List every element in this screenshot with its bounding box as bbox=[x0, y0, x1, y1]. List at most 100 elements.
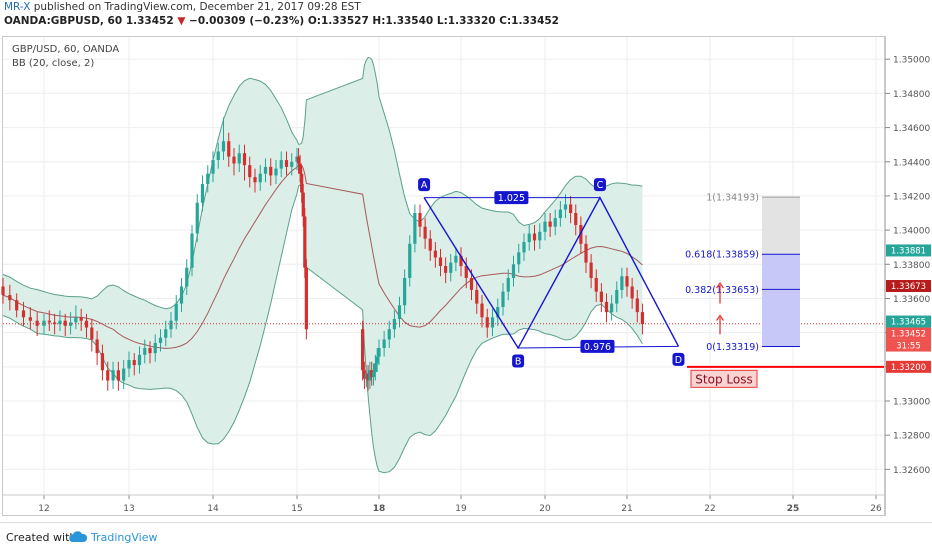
x-tick-label: 21 bbox=[621, 504, 632, 514]
candle-body bbox=[300, 173, 304, 193]
last-price: 1.33452 bbox=[125, 15, 174, 27]
ohlc-values: O:1.33527 H:1.33540 L:1.33320 C:1.33452 bbox=[307, 15, 559, 27]
candle-body bbox=[269, 166, 273, 176]
candle-body bbox=[469, 277, 474, 290]
candle-body bbox=[106, 370, 110, 381]
candle-body bbox=[195, 202, 199, 234]
candle-body bbox=[589, 262, 593, 278]
pattern-point-badge bbox=[512, 354, 525, 368]
candle-body bbox=[227, 141, 231, 157]
candle-body bbox=[304, 267, 308, 330]
bollinger-band-fill bbox=[3, 57, 643, 473]
tradingview-cloud-icon bbox=[69, 531, 88, 542]
candle-body bbox=[221, 141, 226, 152]
x-tick-label: 14 bbox=[207, 504, 219, 514]
x-tick-label: 13 bbox=[123, 504, 134, 514]
pattern-point-label: C bbox=[597, 180, 604, 191]
chart-frame bbox=[2, 36, 885, 516]
candle-body bbox=[475, 289, 479, 304]
stop-loss-label: Stop Loss bbox=[695, 372, 752, 386]
candle-body bbox=[279, 160, 283, 169]
y-tick-label: 1.33800 bbox=[893, 261, 930, 271]
candle-body bbox=[511, 264, 516, 278]
x-tick-label: 19 bbox=[455, 504, 467, 514]
published-line: MR-X published on TradingView.com, Decem… bbox=[4, 1, 361, 13]
candle-body bbox=[382, 339, 386, 349]
candle-body bbox=[148, 348, 152, 354]
candle-body bbox=[248, 165, 252, 178]
bollinger-upper-band bbox=[2, 56, 643, 310]
candle-body bbox=[584, 243, 588, 263]
abcd-pattern-path bbox=[423, 196, 680, 350]
symbol-quote-line: OANDA:GBPUSD, 60 1.33452 ▼ −0.00309 (−0.… bbox=[4, 15, 559, 27]
candle-body bbox=[480, 303, 484, 318]
price-axis-badge bbox=[886, 339, 931, 352]
pane-title: GBP/USD, 60, OANDA bbox=[12, 44, 120, 55]
candle-body bbox=[428, 238, 432, 251]
indicator-legend[interactable]: BB (20, close, 2) bbox=[12, 58, 95, 69]
price-axis-badge bbox=[886, 360, 931, 373]
candle-body bbox=[522, 242, 526, 253]
candle-body bbox=[373, 363, 377, 372]
candle-body bbox=[179, 286, 184, 304]
ratio-label: 1.025 bbox=[498, 193, 525, 204]
fib-level-label: 1(1.34193) bbox=[706, 193, 759, 204]
candle-body bbox=[8, 295, 12, 301]
candle-body bbox=[158, 337, 163, 343]
arrow-head-icon bbox=[715, 281, 725, 289]
y-tick-label: 1.33600 bbox=[893, 295, 930, 305]
price-axis-badge-text: 1.33200 bbox=[891, 363, 926, 373]
candle-body bbox=[53, 322, 57, 325]
candle-body bbox=[527, 233, 531, 243]
candle-body bbox=[169, 320, 173, 330]
candle-body bbox=[153, 342, 157, 354]
candle-body bbox=[185, 267, 189, 287]
pattern-point-label: D bbox=[675, 355, 682, 366]
candle-body bbox=[418, 213, 422, 227]
candle-body bbox=[284, 160, 289, 167]
x-tick-label: 25 bbox=[787, 504, 800, 514]
pattern-point-badge bbox=[418, 178, 431, 192]
candle-body bbox=[548, 221, 552, 227]
candle-body bbox=[444, 266, 448, 273]
candle-body bbox=[397, 305, 402, 319]
candle-body bbox=[164, 329, 168, 338]
price-axis-badge bbox=[886, 327, 931, 340]
candle-body bbox=[563, 204, 568, 210]
fib-level-label: 0.618(1.33859) bbox=[685, 250, 759, 261]
candle-body bbox=[47, 320, 51, 323]
candle-body bbox=[625, 276, 629, 287]
y-tick-label: 1.34000 bbox=[893, 227, 930, 237]
candle-body bbox=[237, 153, 241, 164]
candle-body bbox=[35, 320, 39, 326]
candle-body bbox=[1, 286, 5, 296]
candle-body bbox=[137, 354, 142, 366]
candle-body bbox=[298, 163, 302, 174]
price-axis-separator bbox=[885, 36, 886, 516]
candle-body bbox=[413, 213, 417, 244]
candle-body bbox=[543, 221, 547, 232]
candle-body bbox=[408, 243, 412, 278]
price-axis-badge bbox=[886, 279, 931, 292]
candle-body bbox=[206, 173, 210, 184]
candle-body bbox=[615, 289, 619, 304]
candle-body bbox=[111, 370, 115, 381]
publisher-name[interactable]: MR-X bbox=[4, 1, 31, 13]
candle-body bbox=[594, 277, 598, 292]
candle-body bbox=[574, 213, 578, 225]
tradingview-link[interactable]: TradingView bbox=[91, 531, 158, 544]
candle-body bbox=[74, 317, 78, 323]
candle-body bbox=[127, 359, 131, 369]
candle-body bbox=[95, 339, 99, 354]
candle-body bbox=[370, 370, 374, 378]
ratio-badge bbox=[580, 339, 615, 353]
bollinger-lower-band bbox=[2, 184, 643, 474]
candle-body bbox=[490, 317, 495, 328]
candle-body bbox=[368, 370, 372, 381]
y-tick-label: 1.35000 bbox=[893, 56, 930, 66]
candle-body bbox=[68, 322, 73, 326]
candle-body bbox=[362, 370, 367, 379]
candle-body bbox=[423, 226, 427, 239]
candle-body bbox=[253, 177, 257, 183]
